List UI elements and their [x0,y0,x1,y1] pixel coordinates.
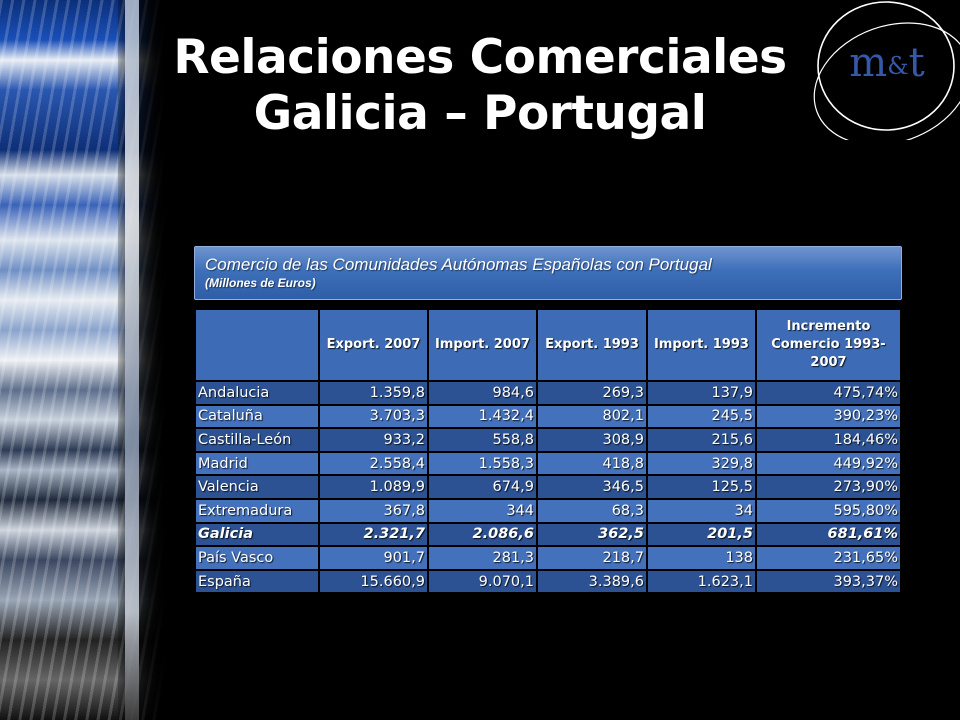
export-2007-cell: 1.089,9 [318,474,429,500]
region-cell: Cataluña [194,403,320,430]
column-header-export-2007: Export. 2007 [318,308,429,382]
decorative-side-image [0,0,165,720]
export-2007-cell: 15.660,9 [318,568,429,595]
import-1993-cell: 138 [646,545,757,571]
region-cell: Valencia [194,474,320,500]
table-row-highlighted: Galicia 2.321,7 2.086,6 362,5 201,5 681,… [194,521,902,548]
region-cell: Madrid [194,450,320,477]
increase-cell: 681,61% [755,521,902,548]
export-1993-cell: 802,1 [536,403,648,430]
increase-cell: 475,74% [755,380,902,406]
import-2007-cell: 281,3 [427,545,538,571]
export-2007-cell: 3.703,3 [318,403,429,430]
increase-cell: 595,80% [755,497,902,524]
import-1993-cell: 245,5 [646,403,757,430]
import-2007-cell: 344 [427,497,538,524]
import-1993-cell: 34 [646,497,757,524]
export-1993-cell: 418,8 [536,450,648,477]
table-row: Madrid 2.558,4 1.558,3 418,8 329,8 449,9… [194,450,902,477]
slide-title-line-1: Relaciones Comerciales [173,30,787,85]
table-caption-title: Comercio de las Comunidades Autónomas Es… [205,255,712,274]
column-header-export-1993: Export. 1993 [536,308,648,382]
export-1993-cell: 218,7 [536,545,648,571]
increase-cell: 231,65% [755,545,902,571]
region-cell: Andalucia [194,380,320,406]
export-2007-cell: 933,2 [318,427,429,453]
table-caption-subtitle: (Millones de Euros) [205,276,316,290]
export-1993-cell: 362,5 [536,521,648,548]
slide-title: Relaciones Comerciales Galicia – Portuga… [170,30,790,142]
logo-ampersand: & [887,52,909,80]
export-2007-cell: 367,8 [318,497,429,524]
import-1993-cell: 201,5 [646,521,757,548]
increase-cell: 184,46% [755,427,902,453]
import-1993-cell: 125,5 [646,474,757,500]
import-2007-cell: 674,9 [427,474,538,500]
export-2007-cell: 901,7 [318,545,429,571]
import-1993-cell: 329,8 [646,450,757,477]
column-header-region [194,308,320,382]
mt-logo [813,1,960,140]
region-cell: País Vasco [194,545,320,571]
table-row: Andalucia 1.359,8 984,6 269,3 137,9 475,… [194,380,902,406]
table-row: Valencia 1.089,9 674,9 346,5 125,5 273,9… [194,474,902,500]
logo-letter-t: t [908,40,925,86]
export-1993-cell: 269,3 [536,380,648,406]
region-cell: Castilla-León [194,427,320,453]
import-1993-cell: 137,9 [646,380,757,406]
slide-title-line-2: Galicia – Portugal [253,86,707,141]
import-1993-cell: 1.623,1 [646,568,757,595]
export-2007-cell: 2.558,4 [318,450,429,477]
table-row: España 15.660,9 9.070,1 3.389,6 1.623,1 … [194,568,902,595]
import-2007-cell: 9.070,1 [427,568,538,595]
increase-cell: 273,90% [755,474,902,500]
export-1993-cell: 3.389,6 [536,568,648,595]
region-cell: Extremadura [194,497,320,524]
logo-letter-m: m [849,40,888,86]
export-2007-cell: 2.321,7 [318,521,429,548]
table-row: Castilla-León 933,2 558,8 308,9 215,6 18… [194,427,902,453]
region-cell: España [194,568,320,595]
table-header-row: Export. 2007 Import. 2007 Export. 1993 I… [194,308,902,382]
import-2007-cell: 2.086,6 [427,521,538,548]
increase-cell: 449,92% [755,450,902,477]
export-1993-cell: 308,9 [536,427,648,453]
decorative-side-band [125,0,139,720]
region-cell: Galicia [194,521,320,548]
column-header-import-2007: Import. 2007 [427,308,538,382]
import-2007-cell: 984,6 [427,380,538,406]
increase-cell: 393,37% [755,568,902,595]
table-row: País Vasco 901,7 281,3 218,7 138 231,65% [194,545,902,571]
export-1993-cell: 68,3 [536,497,648,524]
table-row: Extremadura 367,8 344 68,3 34 595,80% [194,497,902,524]
import-1993-cell: 215,6 [646,427,757,453]
table-caption-banner: Comercio de las Comunidades Autónomas Es… [194,246,902,300]
column-header-import-1993: Import. 1993 [646,308,757,382]
import-2007-cell: 558,8 [427,427,538,453]
import-2007-cell: 1.558,3 [427,450,538,477]
import-2007-cell: 1.432,4 [427,403,538,430]
export-2007-cell: 1.359,8 [318,380,429,406]
table-row: Cataluña 3.703,3 1.432,4 802,1 245,5 390… [194,403,902,430]
mt-logo-text: m&t [832,38,942,91]
column-header-increase: Incremento Comercio 1993-2007 [755,308,902,382]
trade-data-table: Export. 2007 Import. 2007 Export. 1993 I… [194,308,902,595]
increase-cell: 390,23% [755,403,902,430]
export-1993-cell: 346,5 [536,474,648,500]
